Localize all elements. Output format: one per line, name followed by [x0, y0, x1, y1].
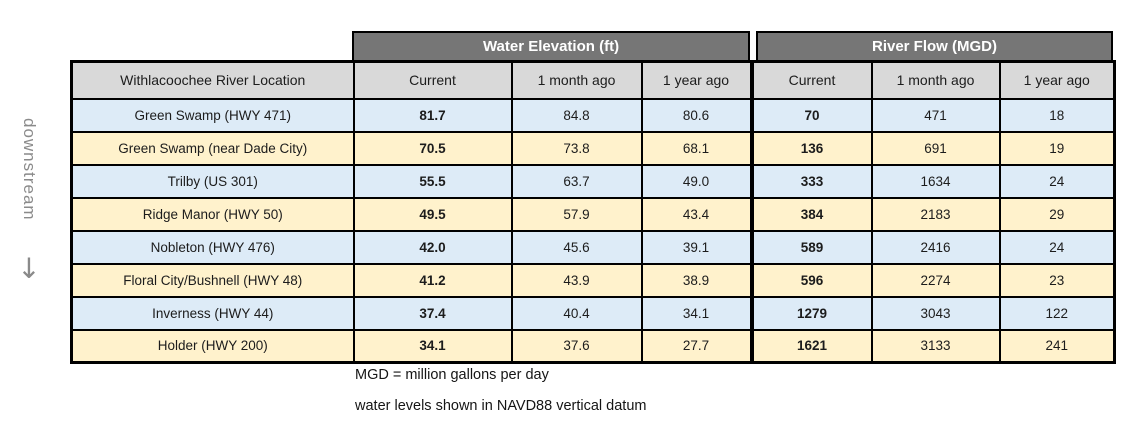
- column-header-location: Withlacoochee River Location: [70, 60, 355, 100]
- flow-value-cell: 2274: [870, 262, 1001, 298]
- column-header-flow-1-year-ago: 1 year ago: [998, 60, 1116, 100]
- column-header-elevation-1-month-ago: 1 month ago: [510, 60, 643, 100]
- footnotes: MGD = million gallons per day water leve…: [355, 367, 646, 429]
- table-row: Trilby (US 301) 55.5 63.7 49.0 333 1634 24: [70, 163, 1116, 199]
- downstream-indicator: downstream ↓: [6, 118, 52, 283]
- flow-value-cell: 70: [749, 97, 873, 133]
- location-cell: Green Swamp (near Dade City): [70, 130, 355, 166]
- elevation-value-cell: 68.1: [640, 130, 753, 166]
- column-header-flow-1-month-ago: 1 month ago: [870, 60, 1001, 100]
- location-cell: Floral City/Bushnell (HWY 48): [70, 262, 355, 298]
- flow-value-cell: 241: [998, 328, 1116, 364]
- flow-value-cell: 2416: [870, 229, 1001, 265]
- table-row: Floral City/Bushnell (HWY 48) 41.2 43.9 38.…: [70, 262, 1116, 298]
- elevation-value-cell: 73.8: [510, 130, 643, 166]
- flow-value-cell: 29: [998, 196, 1116, 232]
- location-cell: Nobleton (HWY 476): [70, 229, 355, 265]
- flow-value-cell: 2183: [870, 196, 1001, 232]
- flow-value-cell: 596: [749, 262, 873, 298]
- location-cell: Green Swamp (HWY 471): [70, 97, 355, 133]
- flow-value-cell: 136: [749, 130, 873, 166]
- location-cell: Trilby (US 301): [70, 163, 355, 199]
- elevation-value-cell: 43.4: [640, 196, 753, 232]
- footnote-datum: water levels shown in NAVD88 vertical da…: [355, 398, 647, 414]
- group-header-river-flow: River Flow (MGD): [756, 31, 1113, 60]
- table-row: Holder (HWY 200) 34.1 37.6 27.7 1621 3133 241: [70, 328, 1116, 364]
- flow-value-cell: 471: [870, 97, 1001, 133]
- elevation-value-cell: 70.5: [352, 130, 513, 166]
- elevation-value-cell: 45.6: [510, 229, 643, 265]
- elevation-value-cell: 80.6: [640, 97, 753, 133]
- downstream-label: downstream: [20, 118, 39, 221]
- flow-value-cell: 24: [998, 163, 1116, 199]
- elevation-value-cell: 43.9: [510, 262, 643, 298]
- flow-value-cell: 691: [870, 130, 1001, 166]
- flow-value-cell: 3133: [870, 328, 1001, 364]
- table-row: Nobleton (HWY 476) 42.0 45.6 39.1 589 2416 24: [70, 229, 1116, 265]
- flow-value-cell: 1279: [749, 295, 873, 331]
- elevation-value-cell: 40.4: [510, 295, 643, 331]
- flow-value-cell: 3043: [870, 295, 1001, 331]
- elevation-value-cell: 57.9: [510, 196, 643, 232]
- column-header-elevation-1-year-ago: 1 year ago: [640, 60, 753, 100]
- flow-value-cell: 333: [749, 163, 873, 199]
- flow-value-cell: 1634: [870, 163, 1001, 199]
- table-row: Green Swamp (HWY 471) 81.7 84.8 80.6 70 471 18: [70, 97, 1116, 133]
- flow-value-cell: 19: [998, 130, 1116, 166]
- flow-value-cell: 1621: [749, 328, 873, 364]
- elevation-value-cell: 49.0: [640, 163, 753, 199]
- elevation-value-cell: 38.9: [640, 262, 753, 298]
- elevation-value-cell: 84.8: [510, 97, 643, 133]
- column-header-row: Withlacoochee River Location Current 1 mo…: [70, 60, 1116, 100]
- elevation-value-cell: 42.0: [352, 229, 513, 265]
- flow-value-cell: 384: [749, 196, 873, 232]
- flow-value-cell: 18: [998, 97, 1116, 133]
- river-data-table: Withlacoochee River Location Current 1 mo…: [70, 60, 1116, 364]
- elevation-value-cell: 34.1: [352, 328, 513, 364]
- elevation-value-cell: 27.7: [640, 328, 753, 364]
- table-row: Ridge Manor (HWY 50) 49.5 57.9 43.4 384 2183 2…: [70, 196, 1116, 232]
- elevation-value-cell: 39.1: [640, 229, 753, 265]
- table-row: Inverness (HWY 44) 37.4 40.4 34.1 1279 3043 12…: [70, 295, 1116, 331]
- group-header-water-elevation: Water Elevation (ft): [352, 31, 750, 60]
- column-header-elevation-current: Current: [352, 60, 513, 100]
- down-arrow-icon: ↓: [17, 251, 41, 285]
- flow-value-cell: 24: [998, 229, 1116, 265]
- location-cell: Ridge Manor (HWY 50): [70, 196, 355, 232]
- column-header-flow-current: Current: [749, 60, 873, 100]
- elevation-value-cell: 81.7: [352, 97, 513, 133]
- elevation-value-cell: 34.1: [640, 295, 753, 331]
- location-cell: Inverness (HWY 44): [70, 295, 355, 331]
- elevation-value-cell: 55.5: [352, 163, 513, 199]
- location-cell: Holder (HWY 200): [70, 328, 355, 364]
- elevation-value-cell: 63.7: [510, 163, 643, 199]
- elevation-value-cell: 49.5: [352, 196, 513, 232]
- footnote-mgd: MGD = million gallons per day: [355, 367, 549, 383]
- elevation-value-cell: 41.2: [352, 262, 513, 298]
- elevation-value-cell: 37.4: [352, 295, 513, 331]
- table-row: Green Swamp (near Dade City) 70.5 73.8 68.1…: [70, 130, 1116, 166]
- elevation-value-cell: 37.6: [510, 328, 643, 364]
- group-header-row: Water Elevation (ft) River Flow (MGD): [352, 31, 1113, 60]
- flow-value-cell: 23: [998, 262, 1116, 298]
- flow-value-cell: 122: [998, 295, 1116, 331]
- flow-value-cell: 589: [749, 229, 873, 265]
